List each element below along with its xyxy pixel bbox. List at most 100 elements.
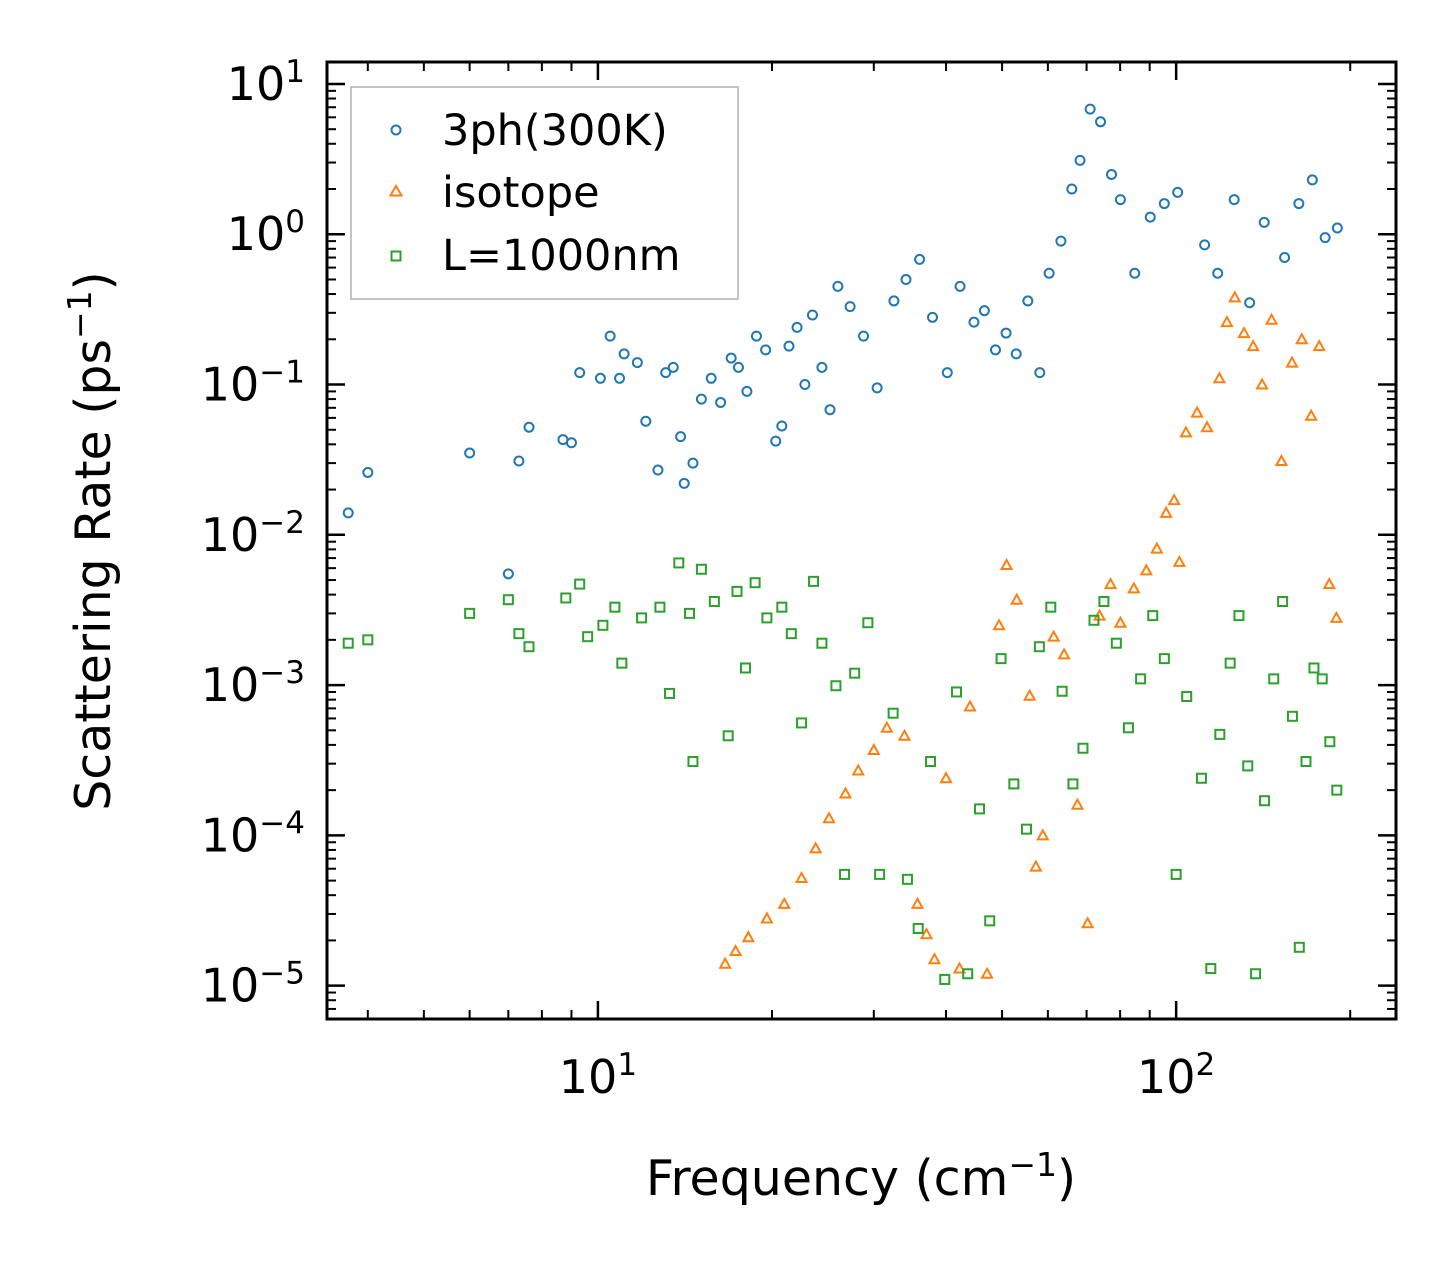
data-point (952, 961, 967, 974)
data-point (1220, 315, 1234, 328)
data-point (1046, 629, 1061, 642)
data-point (770, 435, 782, 447)
data-point (1022, 688, 1037, 701)
data-point (1295, 332, 1309, 345)
data-point (927, 311, 939, 323)
data-point (1190, 405, 1204, 418)
data-point (523, 421, 535, 433)
data-point (695, 563, 707, 575)
data-point (1122, 722, 1134, 734)
data-point (1224, 657, 1236, 669)
data-point (974, 803, 986, 815)
data-point (808, 841, 823, 854)
data-point (1300, 756, 1312, 768)
data-point (740, 662, 752, 674)
x-axis-label-end: ) (1057, 1150, 1076, 1207)
y-axis-label-text: Scattering Rate (ps (65, 339, 122, 811)
data-point (816, 637, 828, 649)
data-point (652, 464, 664, 476)
data-point (1179, 425, 1193, 438)
data-layer (342, 103, 1344, 985)
data-point (1246, 339, 1260, 352)
data-point (1127, 581, 1141, 594)
data-point (667, 361, 679, 373)
data-point (1228, 290, 1242, 303)
data-point (1312, 339, 1326, 352)
data-point (999, 557, 1014, 570)
data-point (1077, 742, 1089, 754)
data-point (725, 352, 737, 364)
y-tick-label: 10−4 (201, 805, 305, 862)
data-point (1010, 348, 1022, 360)
data-point (914, 253, 926, 265)
data-point (832, 280, 844, 292)
data-point (838, 786, 853, 799)
data-point (1264, 312, 1279, 325)
data-point (705, 372, 717, 384)
data-point (1279, 252, 1291, 264)
data-point (631, 357, 643, 369)
legend-box (350, 86, 739, 300)
data-point (502, 568, 514, 580)
data-point (1199, 239, 1211, 251)
data-point (560, 592, 572, 604)
data-point (862, 617, 874, 629)
data-point (888, 295, 900, 307)
x-axis-label: Frequency (cm−1) (646, 1145, 1076, 1208)
data-point (1200, 420, 1214, 433)
data-point (1095, 116, 1107, 128)
data-point (715, 396, 727, 408)
x-axis-label-text: Frequency (cm (646, 1150, 1009, 1207)
data-point (919, 927, 934, 940)
data-point (741, 385, 753, 397)
data-point (1233, 610, 1245, 622)
data-point (1010, 592, 1024, 605)
data-point (675, 431, 687, 443)
data-point (1080, 916, 1095, 929)
data-point (1212, 371, 1227, 384)
data-point (1237, 326, 1251, 339)
y-tick-label: 10−1 (201, 355, 305, 412)
axis-ticks: 101 102 101 100 10−1 10−2 10−3 10−4 10−5 (201, 54, 1396, 1104)
data-point (830, 680, 842, 692)
data-point (362, 466, 374, 478)
data-point (1286, 710, 1298, 722)
series-2 (342, 557, 1343, 985)
data-point (728, 943, 743, 957)
data-point (636, 612, 648, 624)
data-point (760, 911, 774, 924)
data-point (900, 273, 912, 285)
data-point (1255, 377, 1269, 390)
data-point (1172, 554, 1187, 567)
plot-area-frame (325, 60, 1398, 1021)
data-point (708, 595, 720, 607)
data-point (867, 742, 881, 755)
data-point (1008, 778, 1020, 790)
data-point (1258, 216, 1270, 228)
data-point (950, 686, 962, 698)
data-point (342, 637, 354, 649)
y-tick-label: 101 (227, 54, 305, 111)
legend-label-boundary: L=1000nm (442, 231, 681, 281)
data-point (750, 330, 762, 342)
data-point (844, 301, 856, 313)
data-point (1098, 595, 1110, 607)
data-point (796, 717, 808, 729)
data-point (741, 930, 755, 943)
data-point (1000, 327, 1012, 339)
y-tick-label: 10−5 (201, 956, 305, 1013)
data-point (731, 585, 743, 597)
data-point (1331, 222, 1343, 234)
y-axis-label-exponent: −1 (60, 290, 99, 339)
data-point (574, 578, 586, 590)
data-point (1036, 828, 1050, 841)
data-point (785, 628, 797, 640)
data-point (824, 404, 836, 416)
data-point (939, 973, 951, 985)
data-point (816, 361, 828, 373)
data-point (1181, 690, 1193, 702)
data-point (640, 415, 652, 427)
data-point (989, 344, 1001, 356)
data-point (1228, 194, 1240, 206)
x-tick-label: 102 (1137, 1047, 1215, 1104)
